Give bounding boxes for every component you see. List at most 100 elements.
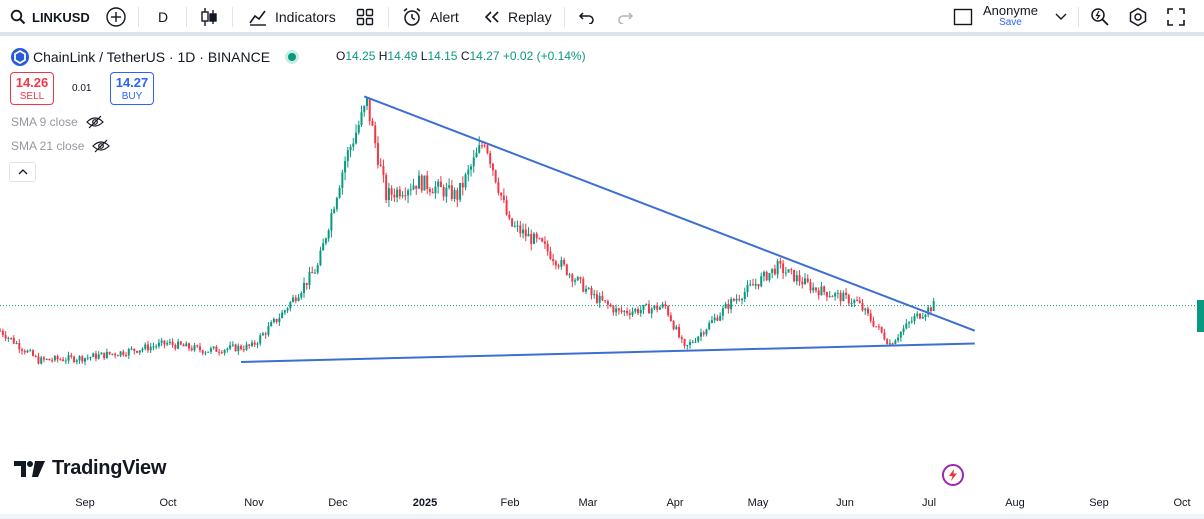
eye-hidden-icon[interactable] (85, 115, 104, 129)
candle-body (880, 326, 883, 333)
candle-body (612, 306, 615, 313)
candle-body (669, 315, 672, 322)
compare-button[interactable] (105, 0, 127, 34)
quick-search-button[interactable] (1090, 0, 1110, 34)
candle-body (56, 356, 59, 360)
candle-body (256, 343, 259, 345)
bolt-glyph-icon (949, 469, 957, 481)
candle-body (475, 152, 478, 158)
layout-toggle-button[interactable] (953, 0, 973, 34)
sma21-legend[interactable]: SMA 21 close (11, 139, 111, 153)
candle-body (59, 359, 62, 361)
candle-body (601, 295, 604, 301)
axis-label-sep2: Sep (1089, 497, 1109, 509)
interval-label: D (158, 9, 169, 25)
candle-body (313, 272, 316, 274)
candle-body (590, 287, 593, 296)
chevron-up-icon (18, 169, 27, 175)
chart-type-button[interactable] (200, 0, 218, 34)
candle-body (34, 355, 37, 357)
candle-body (489, 153, 492, 164)
candle-body (1, 330, 4, 336)
sma9-legend[interactable]: SMA 9 close (11, 115, 104, 129)
candle-body (418, 175, 420, 189)
axis-label-jun: Jun (836, 497, 854, 509)
candle-body (141, 348, 144, 351)
candle-body (762, 271, 765, 277)
candle-body (78, 356, 81, 361)
candle-body (631, 311, 634, 315)
candle-body (84, 358, 86, 362)
alert-button[interactable]: Alert (402, 0, 459, 34)
settings-button[interactable] (1128, 0, 1148, 34)
candle-body (891, 343, 894, 345)
candle-body (114, 353, 117, 356)
candle-body (212, 346, 215, 349)
candle-body (563, 259, 566, 265)
candle-body (538, 238, 541, 240)
candle-body (270, 322, 273, 327)
candle-body (667, 306, 670, 316)
indicators-button[interactable]: Indicators (248, 0, 336, 34)
candle-body (168, 341, 171, 344)
candle-body (119, 351, 122, 356)
candle-body (620, 310, 623, 312)
candle-body (480, 145, 483, 147)
candle-body (81, 356, 84, 362)
sell-button[interactable]: 14.26 SELL (10, 72, 54, 105)
candle-body (872, 320, 875, 327)
candle-body (656, 305, 659, 310)
toolbar-divider (388, 7, 389, 27)
price-chart[interactable] (0, 40, 1204, 495)
candle-body (464, 174, 467, 188)
candle-body (738, 298, 741, 300)
candle-body (442, 187, 445, 197)
candle-body (557, 265, 560, 267)
candle-body (185, 343, 188, 347)
undo-button[interactable] (578, 0, 596, 34)
candle-body (259, 335, 262, 344)
candle-body (702, 332, 705, 335)
candle-body (727, 304, 730, 310)
candle-body (850, 302, 853, 304)
candle-body (497, 182, 500, 193)
candle-body (67, 355, 70, 361)
candle-body (730, 298, 733, 310)
candle-body (486, 145, 489, 154)
account-dropdown[interactable] (1055, 0, 1067, 34)
candle-body (136, 350, 139, 353)
tradingview-logo[interactable]: TradingView (14, 457, 166, 480)
market-status-dot (288, 53, 297, 61)
redo-button[interactable] (616, 0, 634, 34)
candle-body (453, 190, 456, 199)
candle-body (516, 225, 519, 227)
fullscreen-icon (1167, 8, 1185, 26)
candle-body (382, 166, 385, 176)
interval-button[interactable]: D (158, 0, 168, 34)
candle-body (415, 185, 418, 189)
candle-body (645, 304, 648, 306)
candle-body (513, 225, 516, 227)
collapse-legend-button[interactable] (9, 162, 36, 182)
layouts-button[interactable] (356, 0, 374, 34)
candle-body (820, 286, 823, 296)
candle-body (456, 190, 459, 200)
candle-body (927, 307, 930, 315)
candle-body (604, 300, 607, 302)
candle-body (100, 352, 103, 355)
lightning-icon[interactable] (942, 464, 964, 486)
candle-body (193, 345, 196, 351)
fullscreen-button[interactable] (1167, 0, 1185, 34)
candle-body (836, 292, 839, 294)
candle-body (511, 218, 514, 227)
candle-body (346, 150, 349, 161)
sell-label: SELL (19, 91, 45, 102)
eye-hidden-icon[interactable] (92, 139, 111, 153)
symbol-search-button[interactable]: LINKUSD (10, 0, 90, 34)
account-menu[interactable]: Anonyme Save (983, 0, 1038, 34)
candle-body (546, 243, 549, 252)
candle-body (281, 312, 284, 319)
replay-button[interactable]: Replay (483, 0, 552, 34)
buy-button[interactable]: 14.27 BUY (110, 72, 154, 105)
candle-body (710, 320, 713, 323)
